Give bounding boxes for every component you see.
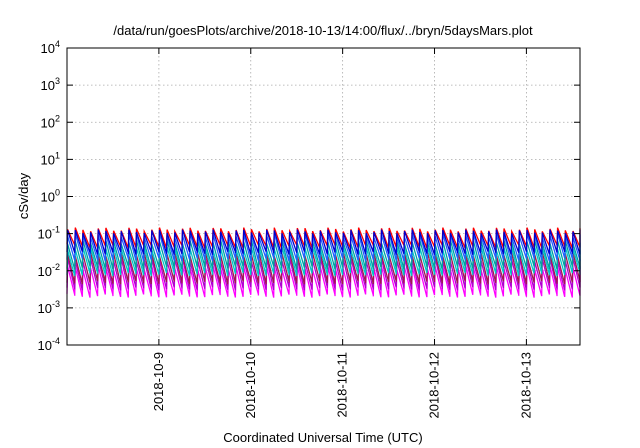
y-tick-label: 10-1 xyxy=(38,225,60,242)
chart-title: /data/run/goesPlots/archive/2018-10-13/1… xyxy=(113,23,533,38)
x-tick-label: 2018-10-13 xyxy=(518,352,533,419)
grid xyxy=(67,48,580,345)
y-ticks: 10-4 10-3 10-2 10-1 100 101 102 103 104 xyxy=(38,39,580,353)
y-tick-label: 10-3 xyxy=(38,299,60,316)
x-tick-label: 2018-10-11 xyxy=(335,352,350,418)
y-tick-label: 10-4 xyxy=(38,336,60,353)
series-line xyxy=(66,229,581,255)
x-tick-label: 2018-10-9 xyxy=(151,352,166,411)
x-tick-label: 2018-10-10 xyxy=(243,352,258,419)
y-tick-label: 103 xyxy=(41,76,60,93)
y-tick-label: 104 xyxy=(41,39,60,56)
y-axis-label: cSv/day xyxy=(16,172,31,219)
x-tick-label: 2018-10-12 xyxy=(427,352,442,419)
y-tick-label: 101 xyxy=(41,150,60,167)
x-ticks: 2018-10-9 2018-10-10 2018-10-11 2018-10-12 2… xyxy=(151,48,533,419)
x-axis-label: Coordinated Universal Time (UTC) xyxy=(223,430,422,445)
plot-series xyxy=(66,227,581,298)
y-tick-label: 102 xyxy=(41,113,60,130)
y-tick-label: 10-2 xyxy=(38,262,60,279)
y-tick-label: 100 xyxy=(41,188,60,205)
